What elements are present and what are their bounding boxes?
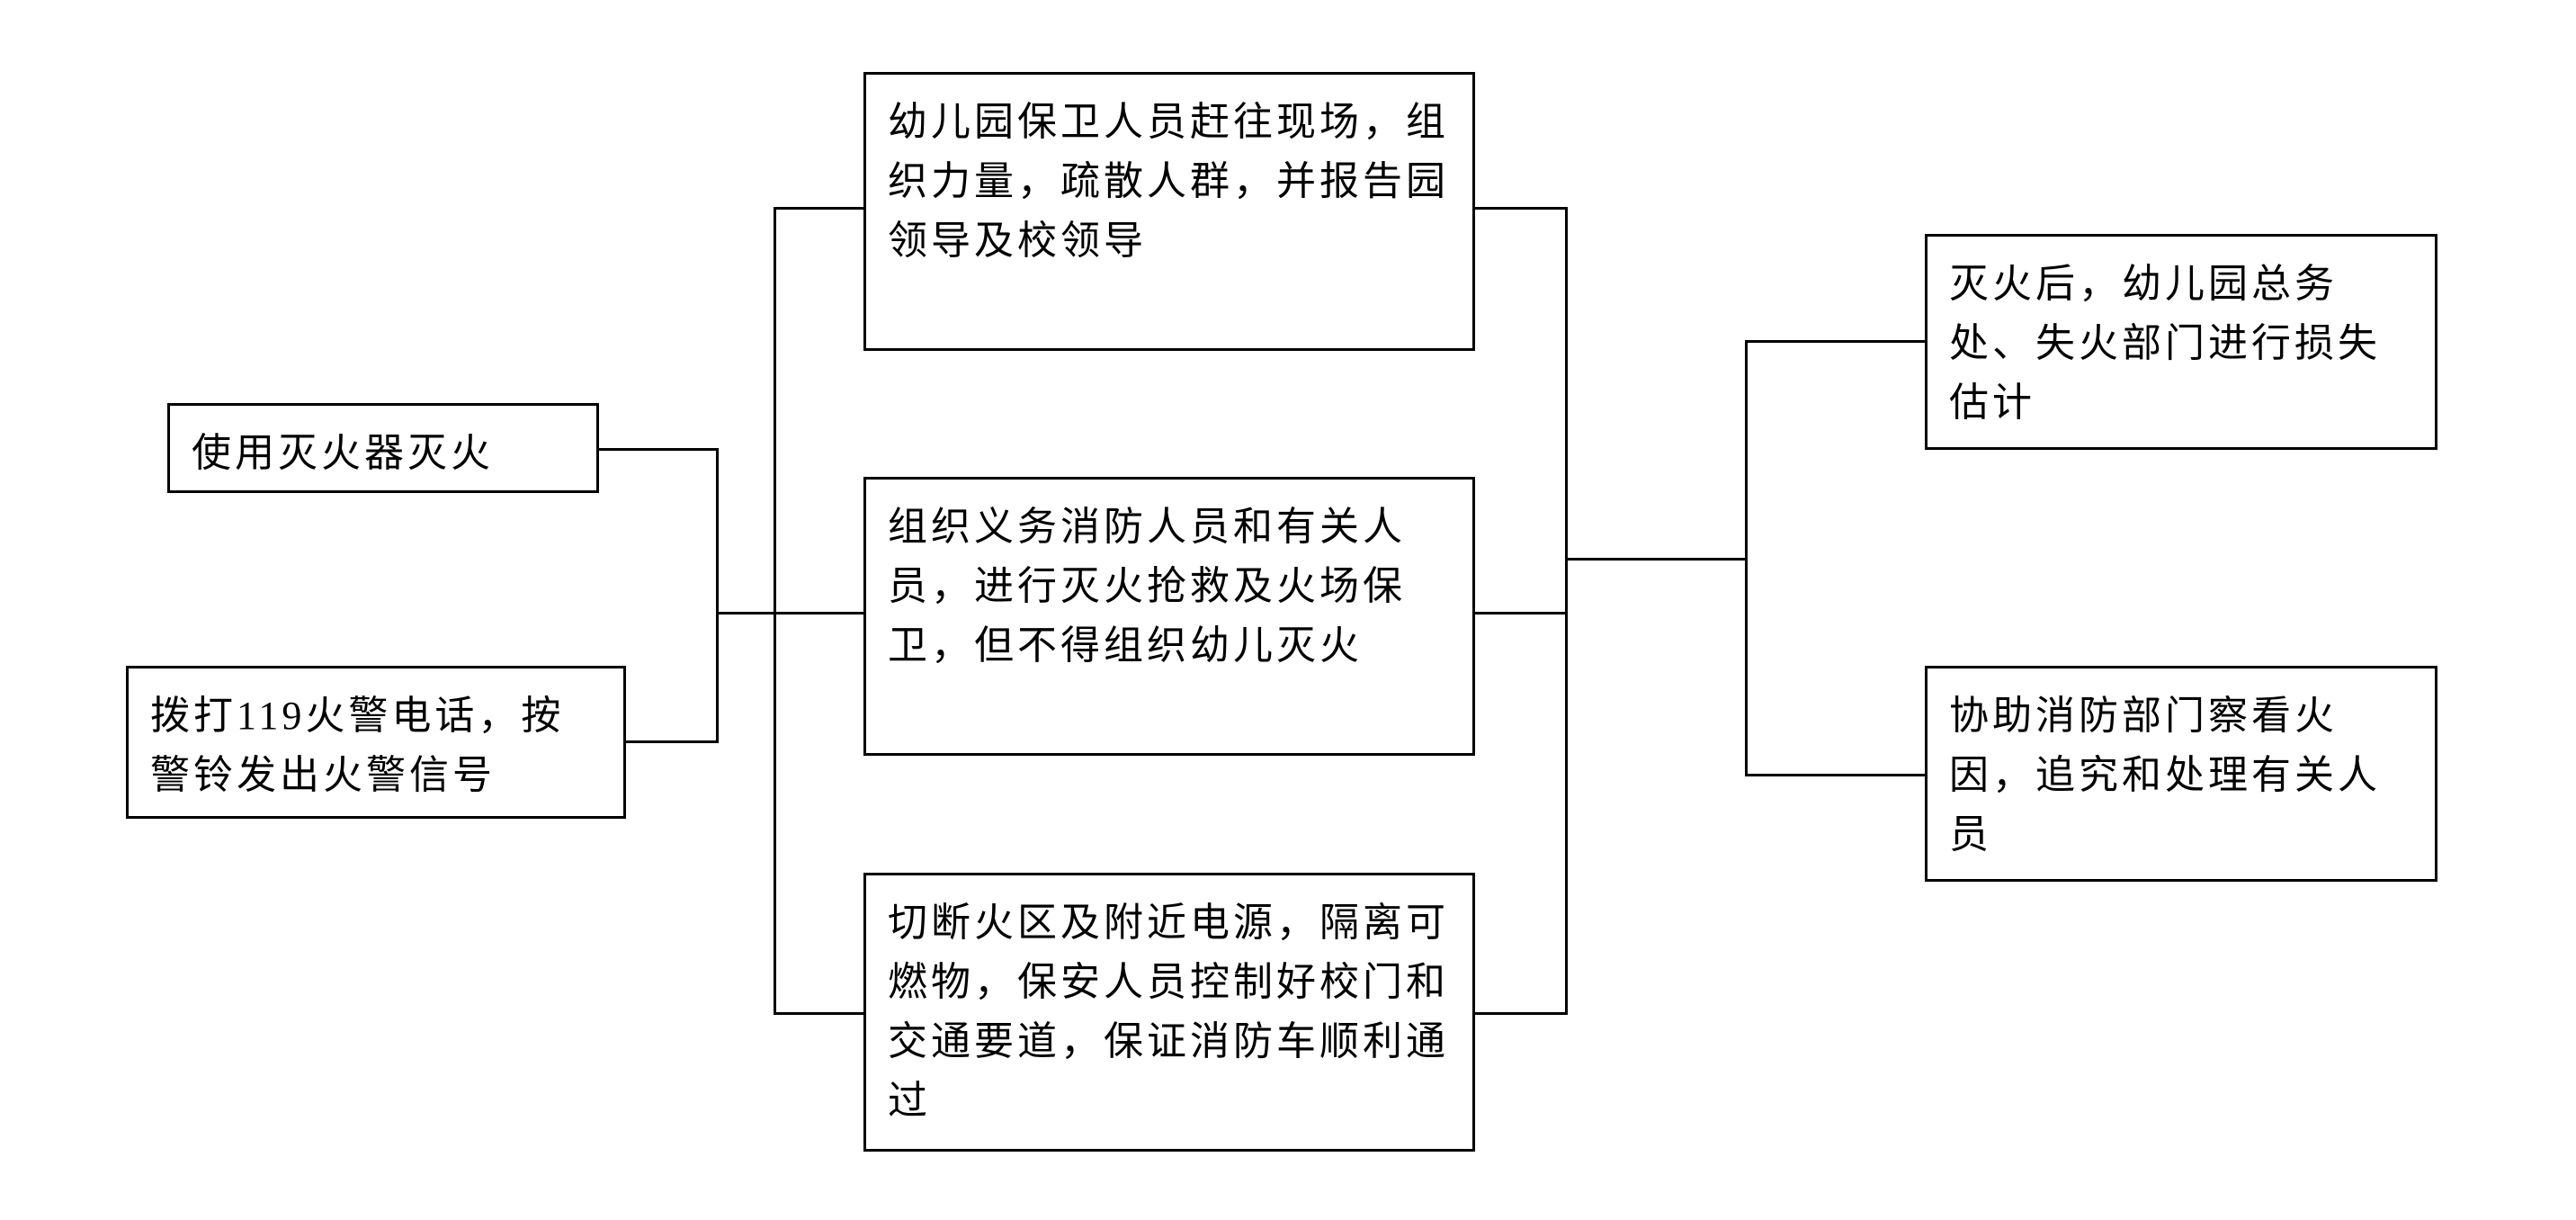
connector-l2b: [774, 612, 863, 614]
connector-l3c: [1475, 1012, 1565, 1015]
node-text: 协助消防部门察看火因，追究和处理有关人员: [1949, 694, 2381, 857]
node-text: 拨打119火警电话，按警铃发出火警信号: [150, 694, 564, 797]
connector-l2v: [774, 207, 776, 1015]
node-text: 幼儿园保卫人员赶往现场，组织力量，疏散人群，并报告园领导及校领导: [888, 100, 1449, 263]
node-cut-power: 切断火区及附近电源，隔离可燃物，保安人员控制好校门和交通要道，保证消防车顺利通过: [863, 873, 1475, 1152]
connector-l4a: [1745, 340, 1925, 343]
connector-l2c: [774, 1012, 863, 1015]
connector-l1v: [716, 448, 719, 743]
connector-l3v: [1565, 207, 1568, 1015]
node-organize-firefighters: 组织义务消防人员和有关人员，进行灭火抢救及火场保卫，但不得组织幼儿灭火: [863, 477, 1475, 756]
node-investigate-cause: 协助消防部门察看火因，追究和处理有关人员: [1925, 666, 2437, 882]
node-text: 灭火后，幼儿园总务处、失火部门进行损失估计: [1949, 262, 2381, 425]
node-call-119: 拨打119火警电话，按警铃发出火警信号: [126, 666, 626, 819]
connector-l3a: [1475, 207, 1565, 210]
node-text: 切断火区及附近电源，隔离可燃物，保安人员控制好校门和交通要道，保证消防车顺利通过: [888, 901, 1449, 1123]
connector-l1c: [716, 612, 774, 614]
connector-l3b: [1475, 612, 1565, 614]
node-text: 使用灭火器灭火: [192, 431, 494, 475]
connector-l1b: [626, 740, 716, 743]
connector-l2a: [774, 207, 863, 210]
node-extinguisher: 使用灭火器灭火: [167, 403, 599, 493]
connector-l4b: [1745, 774, 1925, 776]
node-text: 组织义务消防人员和有关人员，进行灭火抢救及火场保卫，但不得组织幼儿灭火: [888, 505, 1406, 668]
node-security-arrive: 幼儿园保卫人员赶往现场，组织力量，疏散人群，并报告园领导及校领导: [863, 72, 1475, 351]
connector-l1a: [599, 448, 716, 451]
connector-l3m: [1565, 558, 1745, 561]
connector-l4v: [1745, 340, 1748, 776]
node-loss-estimate: 灭火后，幼儿园总务处、失火部门进行损失估计: [1925, 234, 2437, 450]
